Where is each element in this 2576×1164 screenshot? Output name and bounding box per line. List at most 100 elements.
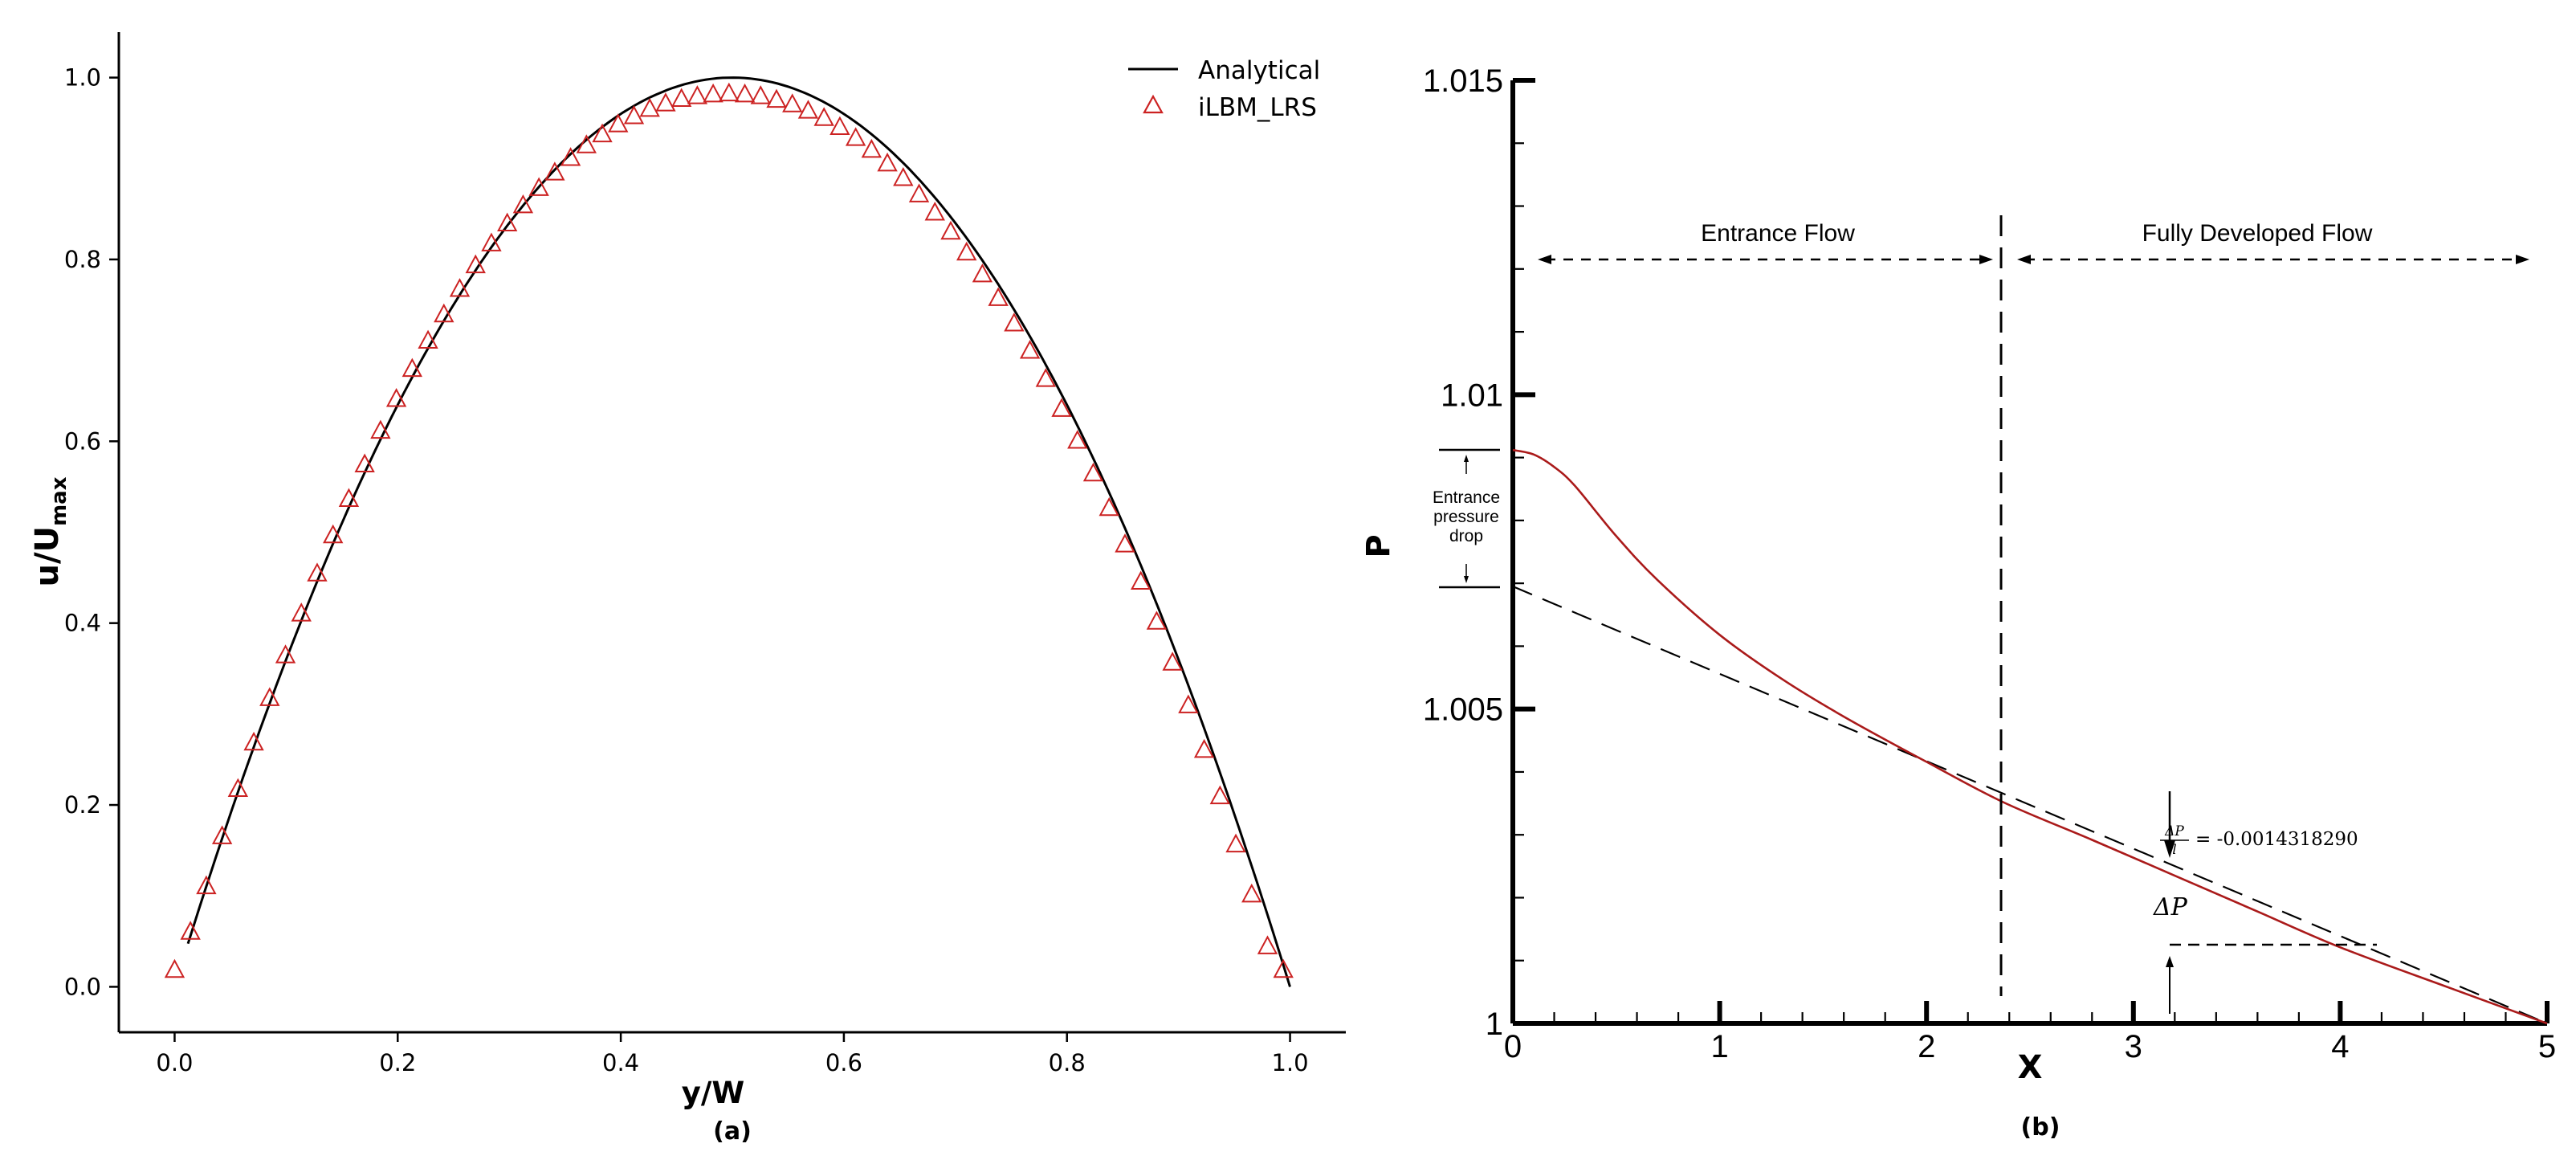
panel-b-x-tick-label: 1 xyxy=(1710,1029,1728,1064)
extrapolation-dashed-line xyxy=(1512,586,2548,1025)
panel-b-axes xyxy=(1510,80,2547,1026)
ilbm-marker xyxy=(1131,570,1151,590)
panel-b-caption: (b) xyxy=(2021,1113,2060,1142)
ilbm-marker xyxy=(1004,312,1025,332)
panel-a-x-tick-label: 0.6 xyxy=(825,1049,862,1076)
ilbm-marker xyxy=(861,138,882,158)
panel-a-y-tick-label: 1.0 xyxy=(64,64,101,92)
ilbm-marker xyxy=(481,232,502,251)
panel-b-x-label: X xyxy=(2018,1049,2043,1086)
entrance-drop-label-2: pressure xyxy=(1433,508,1499,526)
panel-b-y-ticks: 1 1.005 1.01 1.015 xyxy=(1423,63,1535,1042)
panel-b-x-tick-label: 3 xyxy=(2125,1029,2142,1064)
panel-a-x-tick-label: 0.4 xyxy=(602,1049,639,1076)
ilbm-marker xyxy=(829,116,850,136)
panel-b-y-label: P xyxy=(1360,534,1397,557)
ilbm-marker xyxy=(259,687,280,706)
panel-b-y-tick-label: 1.01 xyxy=(1441,378,1503,413)
ilbm-marker xyxy=(385,388,407,407)
ilbm-marker xyxy=(719,82,740,102)
panel-b-y-tick-label: 1.015 xyxy=(1423,63,1503,99)
ilbm-marker xyxy=(211,825,233,844)
ilbm-marker xyxy=(703,83,723,103)
ilbm-marker xyxy=(972,263,993,283)
legend-analytical-label: Analytical xyxy=(1198,56,1320,85)
ilbm-marker xyxy=(449,278,471,297)
panel-a: 0.0 0.2 0.4 0.6 0.8 1.0 0.0 0.2 0.4 0.6 0.8 1.0 An… xyxy=(29,32,1346,1146)
ilbm-marker xyxy=(323,524,344,544)
slope-denominator: l xyxy=(2172,842,2176,858)
slope-arrow xyxy=(2164,791,2175,858)
ilbm-marker xyxy=(1193,738,1215,758)
ilbm-marker xyxy=(956,241,977,261)
ilbm-marker xyxy=(1257,935,1278,954)
ilbm-marker xyxy=(560,147,581,166)
ilbm-marker xyxy=(782,93,803,112)
panel-a-x-tick-label: 1.0 xyxy=(1271,1049,1308,1076)
panel-b-y-tick-label: 1.005 xyxy=(1423,692,1503,728)
panel-a-x-label: y/W xyxy=(682,1076,744,1110)
panel-a-y-tick-label: 0.4 xyxy=(64,610,101,637)
panel-b-x-ticks: 0 1 2 3 4 5 xyxy=(1504,1001,2556,1064)
ilbm-marker xyxy=(1019,340,1041,359)
ilbm-marker xyxy=(940,220,961,240)
panel-a-y-tick-label: 0.8 xyxy=(64,246,101,273)
slope-numerator: ΔP xyxy=(2164,823,2184,839)
ilbm-marker xyxy=(1146,611,1168,630)
ilbm-marker xyxy=(908,183,930,202)
legend-ilbm-label: iLBM_LRS xyxy=(1198,93,1317,122)
slope-value: = -0.0014318290 xyxy=(2195,829,2358,850)
entrance-flow-arrow xyxy=(1538,255,1993,264)
panel-b-x-tick-label: 4 xyxy=(2331,1029,2349,1064)
panel-b-x-tick-label: 2 xyxy=(1918,1029,1935,1064)
ilbm-marker xyxy=(338,488,360,507)
ilbm-marker xyxy=(291,602,312,622)
ilbm-marker xyxy=(687,85,708,104)
panel-a-x-ticks: 0.0 0.2 0.4 0.6 0.8 1.0 xyxy=(156,1032,1309,1076)
ilbm-marker xyxy=(639,97,660,117)
ilbm-marker xyxy=(354,453,375,472)
ilbm-marker xyxy=(196,875,217,895)
ilbm-marker xyxy=(1098,496,1119,517)
entrance-flow-label: Entrance Flow xyxy=(1701,220,1855,247)
ilbm-marker xyxy=(845,127,866,146)
ilbm-marker xyxy=(623,105,645,125)
entrance-drop-bracket xyxy=(1439,448,1500,589)
panel-a-y-label: u/Umax xyxy=(29,476,71,586)
ilbm-marker xyxy=(1225,833,1246,853)
ilbm-marker xyxy=(497,212,518,232)
panel-a-y-tick-label: 0.0 xyxy=(64,973,101,1000)
delta-p-label: ΔP xyxy=(2153,893,2188,921)
ilbm-marker xyxy=(797,100,819,119)
ilbm-marker xyxy=(1178,694,1199,713)
ilbm-marker xyxy=(434,303,454,323)
ilbm-marker xyxy=(877,152,898,172)
delta-p-arrow xyxy=(2166,956,2174,1014)
ilbm-marker xyxy=(893,166,914,186)
ilbm-marker xyxy=(544,161,565,181)
panel-a-caption: (a) xyxy=(713,1117,752,1146)
ilbm-marker xyxy=(1067,430,1088,449)
panel-b-x-tick-label: 5 xyxy=(2538,1029,2556,1064)
ilbm-marker xyxy=(576,134,597,153)
analytical-curve xyxy=(186,76,1291,987)
ilbm-marker xyxy=(243,731,264,751)
ilbm-marker xyxy=(655,92,676,112)
ilbm-marker xyxy=(227,778,249,798)
fully-developed-flow-label: Fully Developed Flow xyxy=(2142,220,2373,247)
ilbm-marker xyxy=(275,644,296,664)
ilbm-marker xyxy=(418,329,438,349)
panel-a-y-tick-label: 0.6 xyxy=(64,427,101,455)
ilbm-marker xyxy=(1115,533,1135,553)
entrance-drop-label-1: Entrance xyxy=(1433,488,1500,507)
ilbm-marker xyxy=(528,177,549,196)
ilbm-marker xyxy=(512,194,534,214)
ilbm-marker xyxy=(307,562,328,582)
ilbm-marker xyxy=(401,357,423,378)
ilbm-marker xyxy=(1162,651,1183,671)
ilbm-marker xyxy=(734,83,756,103)
ilbm-marker xyxy=(988,287,1009,306)
panel-a-x-tick-label: 0.2 xyxy=(379,1049,416,1076)
